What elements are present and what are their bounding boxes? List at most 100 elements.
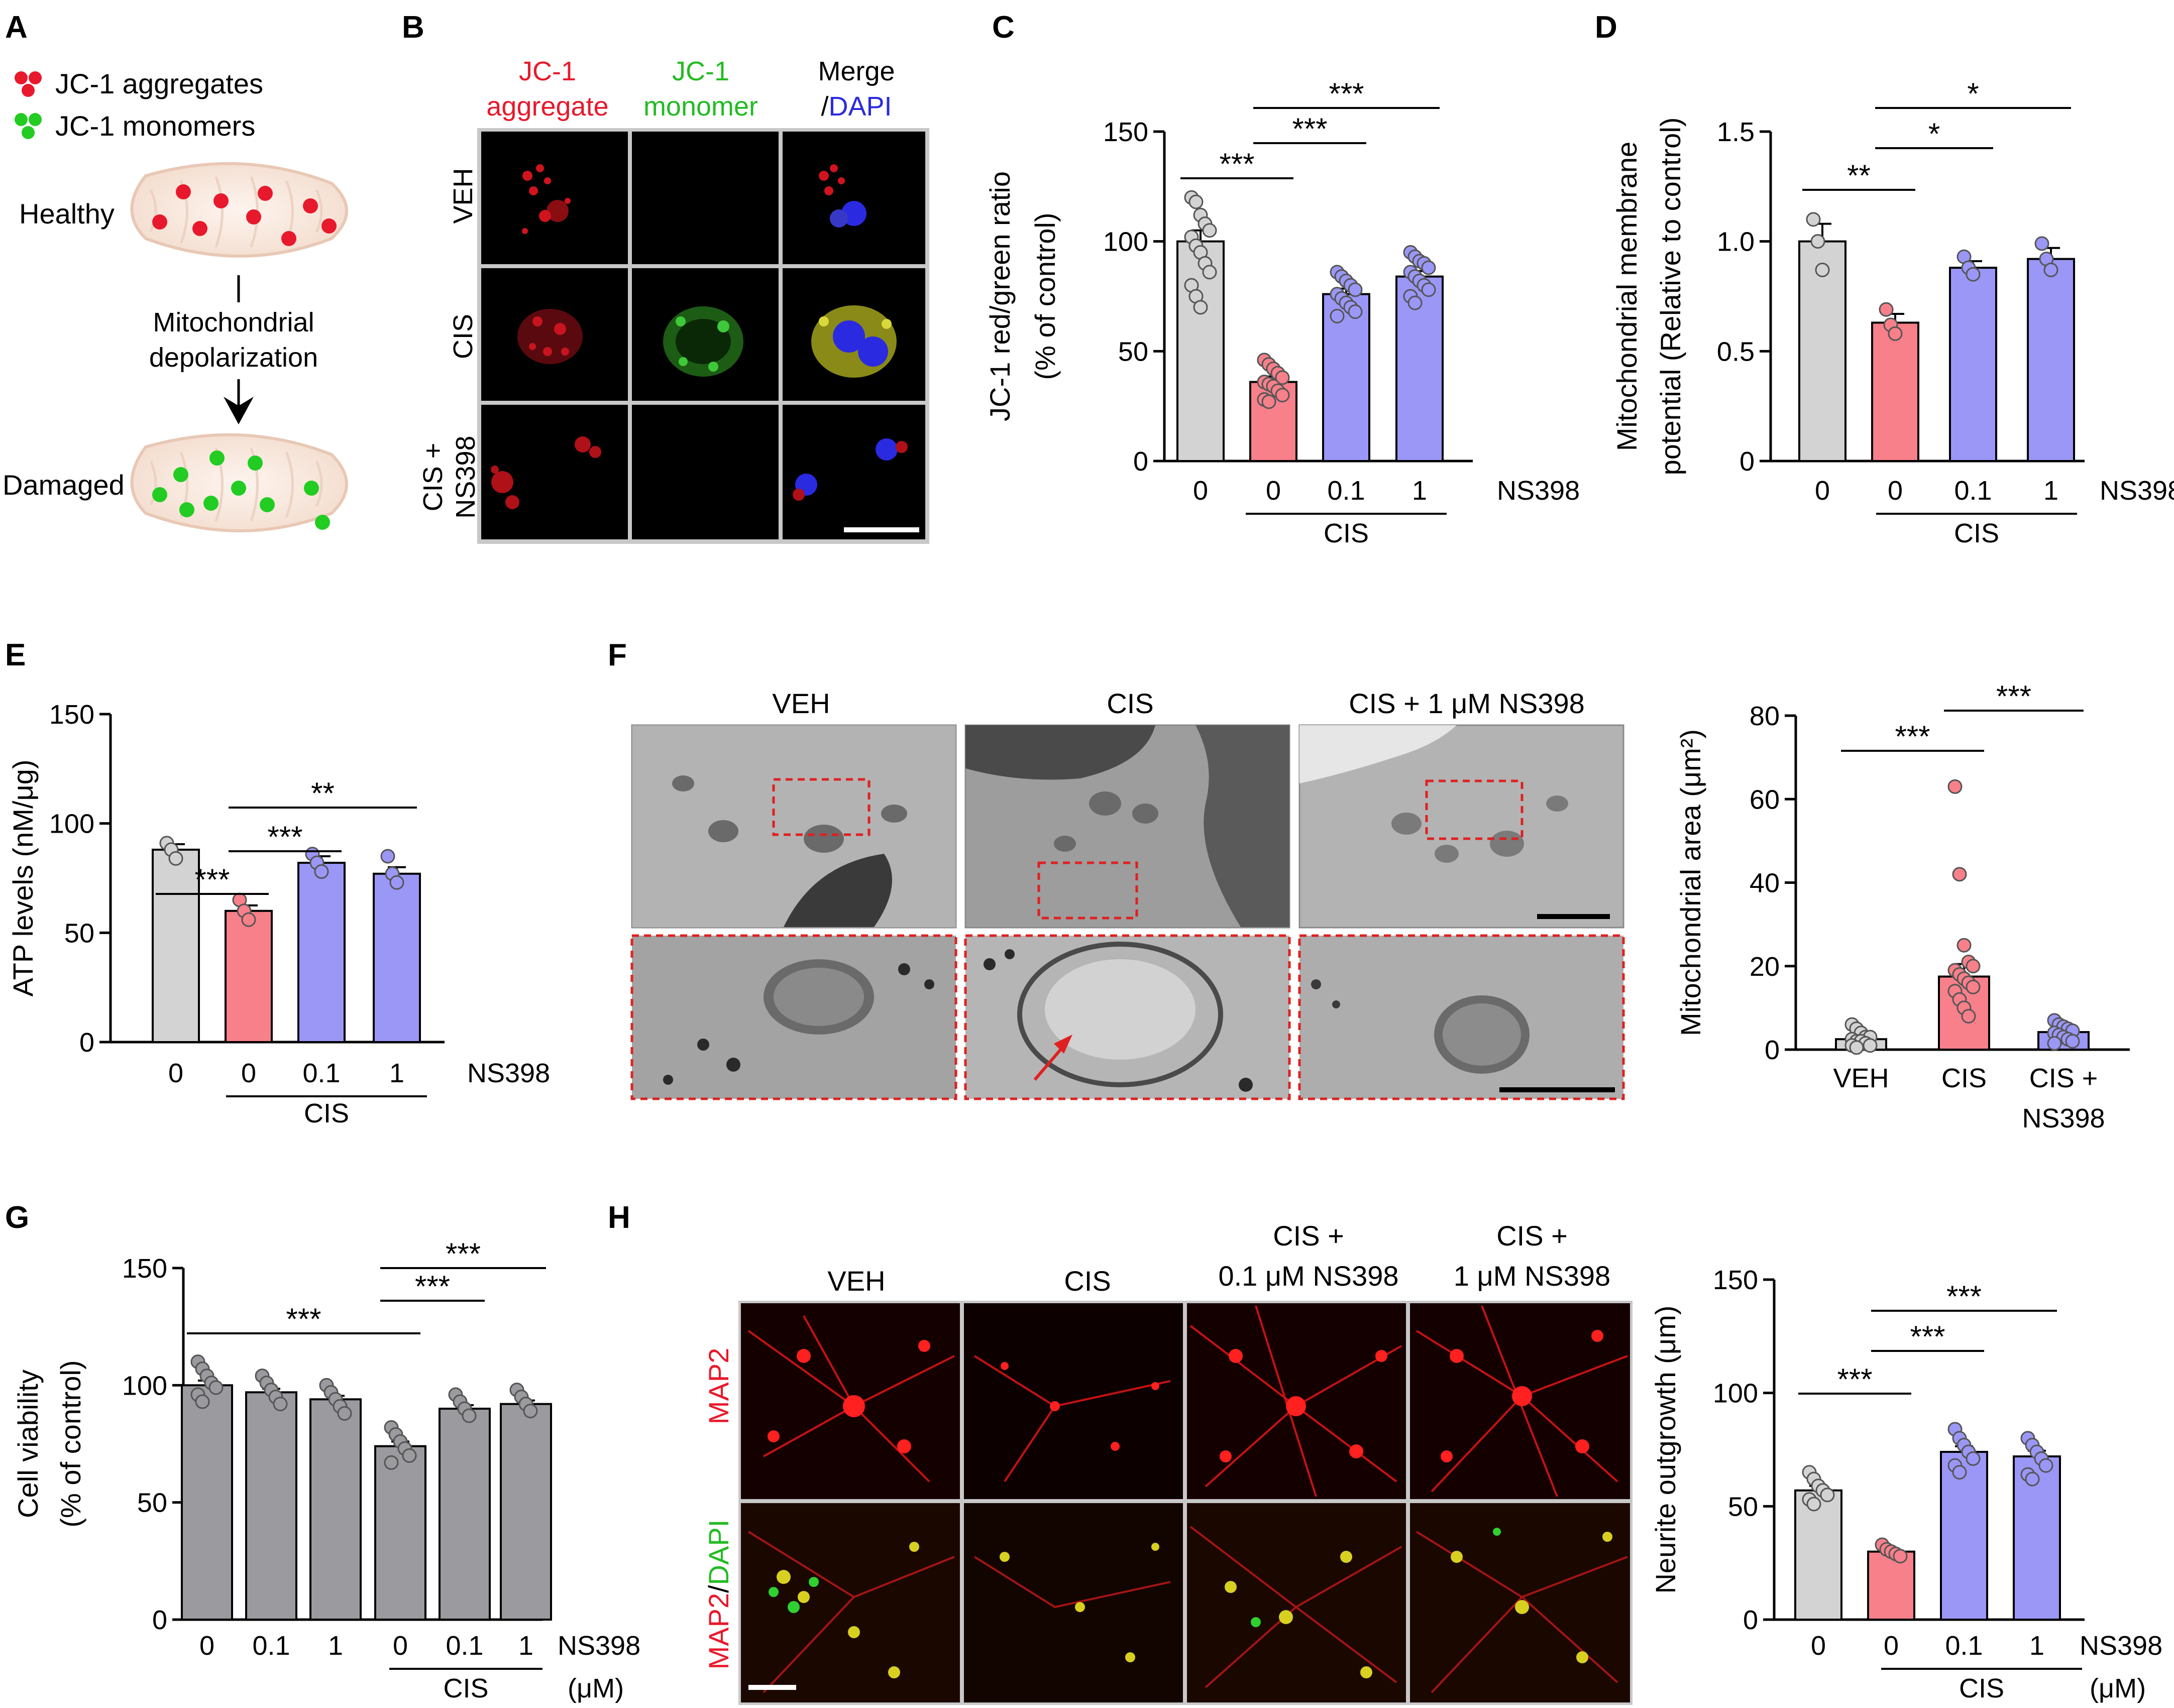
significance-label: *** [286,1302,321,1336]
x-unit-label: (μM) [568,1673,624,1703]
bar [374,1445,426,1621]
tile-cis-merge [783,268,925,401]
healthy-mitochondrion-icon [130,162,348,258]
legend-aggregates-icon [15,71,42,97]
x-suffix-label: NS398 [1497,476,1580,506]
em-cis-overview [964,724,1290,929]
chart-f-mito-area: 0 20 40 60 80 Mitochondrial area (μm²) VEH CIS C… [1675,679,2130,1133]
data-point [2025,1471,2040,1487]
data-point [1810,234,1825,249]
significance-label: *** [1837,1362,1872,1396]
significance-label: *** [1996,679,2031,713]
data-point [1966,267,1981,282]
legend-monomers-icon [15,113,42,139]
y-tick-label: 40 [1750,868,1780,898]
col-header-merge-1: Merge [818,56,895,86]
data-point [1947,779,1963,794]
x-tick-label: 1 [2029,1631,2044,1661]
bar [181,1384,233,1621]
bar [373,872,421,1043]
x-tick-label: 0.1 [302,1058,340,1088]
y-tick-label: 0.5 [1717,336,1755,367]
data-point [2047,1036,2062,1051]
data-point [1849,1040,1864,1055]
data-point [1966,1451,1981,1466]
bar [297,862,346,1043]
data-point [1820,1488,1835,1503]
x-tick-label: 0.1 [1945,1631,1983,1661]
significance-label: ** [311,776,335,810]
bar [225,909,273,1044]
panel-letter-d: D [1595,10,1617,45]
bar [439,1408,491,1621]
legend-monomers-label: JC-1 monomers [55,110,255,142]
data-point [1888,326,1903,341]
x-tick-label: 0 [1884,1631,1899,1661]
data-point [1275,370,1290,385]
significance-label: * [1967,77,1979,110]
em-col-cis: CIS [1107,688,1153,719]
data-point [1863,1038,1878,1053]
map2-tiles-top [741,1303,1630,1499]
x-tick-label: 1 [1412,476,1427,506]
col-header-monomer-1: JC-1 [672,56,729,86]
data-point [1966,979,1981,994]
data-point [1893,1549,1908,1564]
map2-col-low-2: 0.1 μM NS398 [1218,1260,1398,1292]
y-tick-label: 100 [49,809,94,839]
data-point [2065,1034,2080,1049]
data-point [1806,1497,1821,1512]
bar [1949,267,1997,462]
data-point [402,1448,417,1463]
y-axis-label: Mitochondrial area (μm²) [1675,729,1706,1036]
data-point [1806,212,1821,227]
y-tick-label: 50 [137,1488,167,1518]
em-col-veh: VEH [772,688,830,719]
y-tick-label: 1.0 [1717,227,1755,257]
x-suffix-label: NS398 [2080,1631,2162,1661]
panel-letter-e: E [5,638,26,672]
bar [245,1391,297,1621]
y-axis-label: JC-1 red/green ratio [984,171,1016,421]
map2-col-veh: VEH [827,1265,885,1297]
bar [1871,321,1919,462]
panel-letters: A B C D E F G H [5,10,1617,1235]
bar [2027,258,2075,462]
em-cis-zoom [964,934,1291,1100]
data-point [2038,1458,2053,1473]
em-cisns-overview [1298,724,1624,929]
x-tick-label: 1 [389,1058,404,1088]
data-point [337,1406,352,1421]
y-tick-label: 0 [152,1605,167,1635]
y-tick-label: 100 [1713,1379,1758,1409]
arrow-down-icon [224,379,254,424]
col-header-monomer-2: monomer [643,91,758,122]
em-veh-zoom [630,934,957,1100]
em-scale-bar-top [1537,914,1610,919]
data-point [1330,308,1345,323]
significance-label: *** [267,820,302,854]
group-label: CIS [1324,518,1369,548]
row-label-veh: VEH [448,168,478,223]
data-point [2034,236,2049,251]
damage-arrow-icon [1033,1035,1072,1081]
significance-label: *** [1292,112,1327,146]
y-tick-label: 100 [122,1371,167,1401]
group-label: CIS [1954,518,1999,548]
data-point [462,1408,477,1423]
y-axis-label: potential (Relative to control) [1655,118,1686,476]
damaged-mitochondrion-icon [130,433,348,532]
col-header-aggregate-1: JC-1 [519,56,576,86]
panel-letter-c: C [992,10,1015,45]
data-point [1261,394,1276,409]
significance-label: *** [1946,1280,1982,1313]
col-header-aggregate-2: aggregate [486,91,608,122]
data-point [1202,265,1217,280]
y-tick-label: 50 [64,918,94,948]
y-tick-label: 150 [1713,1265,1758,1295]
tile-cisns-aggregate [481,405,628,539]
x-tick-label: 0 [1811,1631,1826,1661]
y-tick-label: 0 [1765,1035,1780,1065]
data-point [241,912,256,927]
y-tick-label: 0 [1740,446,1755,477]
